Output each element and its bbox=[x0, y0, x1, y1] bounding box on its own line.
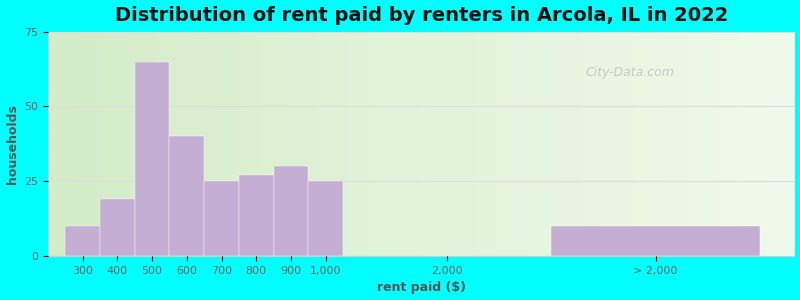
Title: Distribution of rent paid by renters in Arcola, IL in 2022: Distribution of rent paid by renters in … bbox=[114, 6, 728, 25]
Bar bbox=[170, 136, 204, 256]
Bar bbox=[100, 199, 134, 256]
Bar bbox=[308, 181, 343, 256]
Bar bbox=[274, 167, 308, 256]
Bar bbox=[134, 61, 170, 256]
Bar bbox=[204, 181, 239, 256]
Bar bbox=[66, 226, 100, 256]
Text: City-Data.com: City-Data.com bbox=[586, 66, 674, 79]
Bar bbox=[551, 226, 760, 256]
Bar bbox=[239, 175, 274, 256]
Y-axis label: households: households bbox=[6, 104, 18, 184]
X-axis label: rent paid ($): rent paid ($) bbox=[377, 281, 466, 294]
